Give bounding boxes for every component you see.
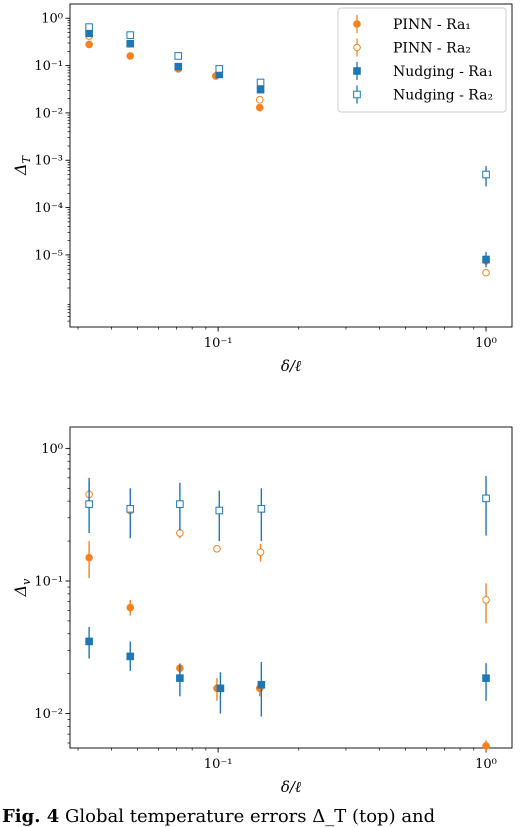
data-point (482, 170, 490, 179)
data-point (126, 39, 135, 48)
data-point (126, 505, 135, 513)
data-point (482, 742, 490, 750)
caption-text: Global temperature errors Δ_T (top) and (65, 806, 436, 827)
series-nudging-ra- (85, 29, 490, 268)
series-nudging-ra- (85, 626, 490, 717)
data-point (176, 529, 184, 537)
x-tick-label: 10⁻¹ (204, 757, 233, 772)
data-point (85, 40, 93, 49)
x-axis-label: δ/ℓ (281, 778, 301, 796)
data-point (85, 637, 93, 646)
data-point (85, 553, 93, 562)
legend-marker (353, 90, 361, 99)
data-point (256, 548, 265, 556)
data-point (174, 62, 183, 71)
data-point (126, 31, 135, 39)
legend-marker (353, 43, 361, 52)
data-point (215, 506, 224, 515)
data-point (126, 603, 135, 612)
figure: 10⁻¹ 10⁰ 10⁰ 10⁻¹ 10⁻² 10⁻³ 10⁻⁴ 10⁻⁵ δ/ℓ PINN - … (11, 3, 513, 796)
data-point (126, 652, 135, 661)
y-tick-label: 10⁻² (34, 106, 63, 121)
series-pinn-ra- (85, 481, 490, 624)
legend-label: PINN - Ra₂ (393, 41, 471, 57)
y-tick-label: 10⁻² (34, 707, 63, 722)
legend-marker (353, 20, 361, 28)
data-point (174, 52, 183, 60)
chart-panel-2: 10⁻¹ 10⁰ 10⁰ 10⁻¹ 10⁻² δ/ℓ (34, 426, 513, 796)
y-tick-label: 10⁻¹ (34, 59, 63, 74)
plot-frame (69, 426, 513, 749)
figure-caption: Fig. 4 Global temperature errors Δ_T (to… (2, 806, 435, 827)
data-point (482, 494, 490, 503)
data-point (255, 95, 264, 104)
data-point (482, 255, 490, 264)
data-point (213, 544, 221, 553)
legend-label: PINN - Ra₁ (393, 17, 471, 33)
y-tick-label: 10⁻⁴ (34, 201, 63, 216)
data-point (255, 103, 264, 112)
data-point (85, 29, 93, 38)
caption-label: Fig. 4 (2, 806, 60, 827)
y-tick-label: 10⁻¹ (34, 574, 63, 589)
legend: PINN - Ra₁ PINN - Ra₂ Nudging - Ra₁ Nudging… (337, 7, 507, 113)
y-tick-label: 10⁻³ (34, 154, 63, 169)
data-point (257, 505, 266, 513)
data-point (215, 65, 224, 73)
data-point (482, 674, 490, 682)
plot-frame (69, 3, 513, 328)
data-point (85, 23, 93, 31)
x-tick-label: 10⁰ (475, 336, 497, 351)
data-point (256, 78, 265, 87)
x-tick-label: 10⁻¹ (204, 336, 233, 351)
x-axis-label: δ/ℓ (281, 357, 301, 375)
data-point (85, 500, 93, 508)
legend-label: Nudging - Ra₁ (393, 64, 493, 80)
legend-label: Nudging - Ra₂ (393, 88, 493, 104)
legend-frame (337, 7, 507, 113)
x-tick-label: 10⁰ (475, 757, 497, 772)
series-pinn-ra- (85, 541, 490, 752)
data-point (482, 268, 490, 277)
data-point (126, 52, 135, 60)
y-tick-label: 10⁰ (41, 12, 63, 27)
y-axis-label: ΔT (11, 154, 33, 176)
data-point (257, 680, 266, 689)
data-point (216, 684, 225, 693)
series-nudging-ra- (85, 23, 490, 187)
chart-panel-1: 10⁻¹ 10⁰ 10⁰ 10⁻¹ 10⁻² 10⁻³ 10⁻⁴ 10⁻⁵ δ/ℓ PINN - … (34, 3, 513, 375)
data-point (176, 674, 184, 682)
y-tick-label: 10⁻⁵ (34, 248, 63, 263)
data-point (256, 85, 265, 94)
data-point (176, 500, 184, 508)
legend-marker (353, 67, 361, 75)
y-axis-label: Δv (11, 578, 33, 598)
series-nudging-ra- (85, 475, 490, 542)
y-tick-label: 10⁰ (41, 442, 63, 457)
data-point (482, 596, 490, 604)
